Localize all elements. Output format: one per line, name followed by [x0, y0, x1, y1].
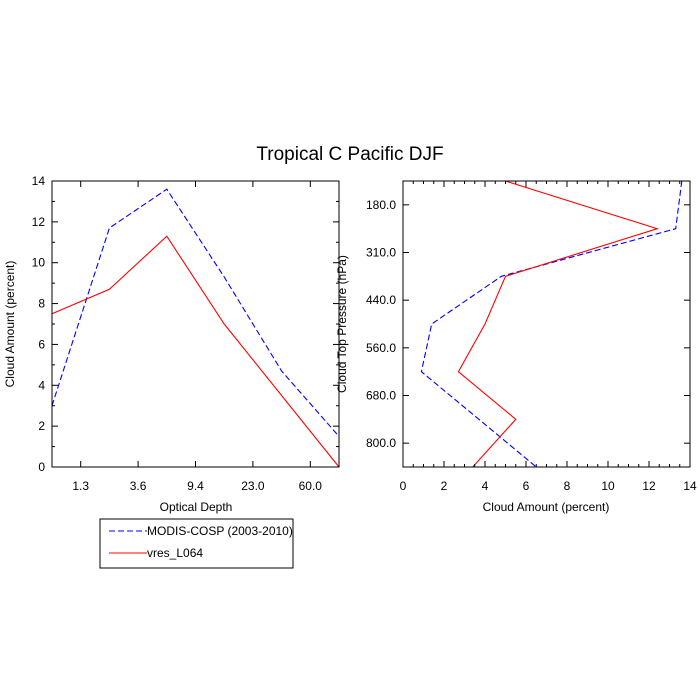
- p2-xtick-label-5: 10: [601, 479, 615, 493]
- p2-ytick-label-2: 440.0: [366, 293, 396, 307]
- p2-series-line-0: [420, 180, 683, 468]
- p2-ytick-label-1: 310.0: [366, 246, 396, 260]
- legend-label-vres: vres_L064: [147, 546, 203, 560]
- p1-xtick-label-3: 23.0: [241, 479, 265, 493]
- p2-curves: [420, 180, 683, 468]
- figure-title: Tropical C Pacific DJF: [256, 144, 443, 165]
- panel-cloud-top-pressure: 0 2 4 6 8 10 12 14 180.0 310.0 440.0 560.0 680.0 800.…: [335, 180, 697, 514]
- p2-ytick-label-3: 560.0: [366, 341, 396, 355]
- p1-xtick-label-1: 3.6: [130, 479, 147, 493]
- p1-xtick-label-2: 9.4: [187, 479, 204, 493]
- legend-label-modis: MODIS-COSP (2003-2010): [147, 524, 293, 538]
- p1-ytick-label-4: 8: [38, 297, 45, 311]
- legend: MODIS-COSP (2003-2010) vres_L064: [99, 518, 294, 569]
- p1-xtick-label-0: 1.3: [72, 479, 89, 493]
- legend-box: [99, 518, 294, 569]
- p2-ticks: 0 2 4 6 8 10 12 14 180.0 310.0 440.0 560.0 680.0 800.…: [366, 181, 697, 493]
- p2-xtick-label-6: 12: [642, 479, 656, 493]
- p2-ylabel: Cloud Top Pressure (hPa): [335, 255, 349, 393]
- p1-curves: [51, 188, 340, 468]
- p1-series-line-0: [51, 188, 340, 437]
- p2-xtick-label-1: 2: [441, 479, 448, 493]
- p1-xtick-label-4: 60.0: [299, 479, 323, 493]
- panel-optical-depth: 0 2 4 6 8 10 12 14 1.3 3.6 9.4 23.0 60.0 Optical Dep…: [3, 174, 340, 514]
- p1-frame: [51, 180, 340, 468]
- p2-series-line-1: [457, 180, 660, 468]
- p2-xtick-label-3: 6: [523, 479, 530, 493]
- p1-ytick-label-1: 2: [38, 419, 45, 433]
- p1-ylabel: Cloud Amount (percent): [3, 261, 17, 388]
- p2-frame: [402, 180, 691, 468]
- p2-xtick-label-4: 8: [564, 479, 571, 493]
- p1-ytick-label-5: 10: [32, 256, 46, 270]
- p2-ytick-label-4: 680.0: [366, 389, 396, 403]
- p1-series-line-1: [51, 235, 340, 468]
- p1-xlabel: Optical Depth: [160, 500, 233, 514]
- p2-ytick-label-0: 180.0: [366, 198, 396, 212]
- p1-ticks: 0 2 4 6 8 10 12 14 1.3 3.6 9.4 23.0 60.0: [32, 174, 339, 493]
- p2-ytick-label-5: 800.0: [366, 436, 396, 450]
- p1-ytick-label-7: 14: [32, 174, 46, 188]
- p1-ytick-label-2: 4: [38, 378, 45, 392]
- p2-xtick-label-2: 4: [482, 479, 489, 493]
- p1-ytick-label-3: 6: [38, 337, 45, 351]
- p2-xtick-label-0: 0: [400, 479, 407, 493]
- p1-ytick-label-6: 12: [32, 215, 46, 229]
- p2-xtick-label-7: 14: [683, 479, 697, 493]
- p2-xlabel: Cloud Amount (percent): [483, 500, 610, 514]
- p1-ytick-label-0: 0: [38, 460, 45, 474]
